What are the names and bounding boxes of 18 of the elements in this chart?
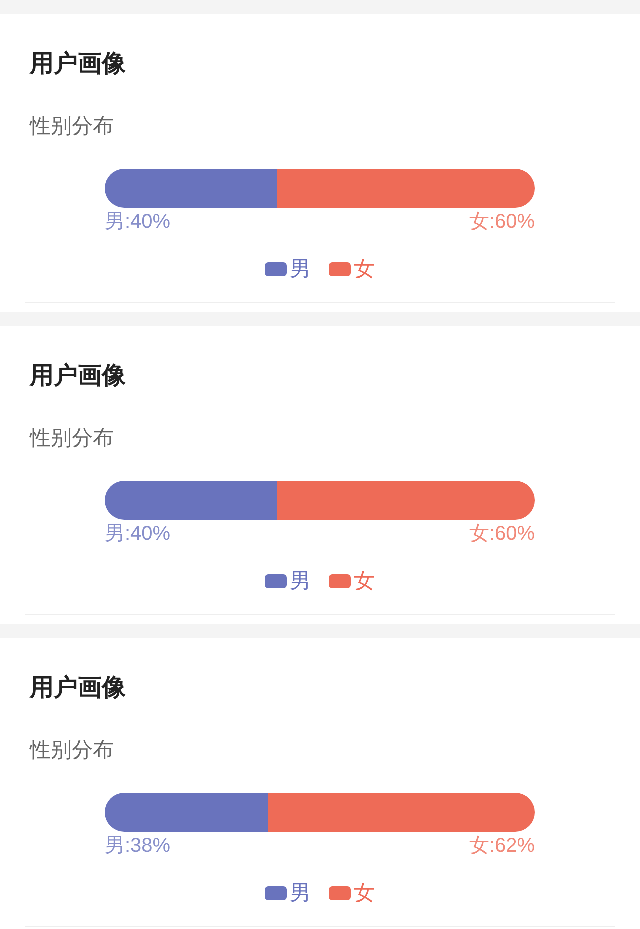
data-label: 男:40% bbox=[105, 523, 171, 545]
data-label: 男:38% bbox=[105, 835, 171, 857]
chart-subtitle: 性别分布 bbox=[29, 115, 114, 138]
data-label: 女:62% bbox=[469, 835, 536, 857]
chart-title: 用户画像 bbox=[29, 50, 127, 78]
chart-subtitle: 性别分布 bbox=[29, 427, 114, 450]
chart-subtitle: 性别分布 bbox=[29, 739, 114, 762]
legend-label: 女 bbox=[354, 570, 375, 593]
legend-label: 男 bbox=[290, 570, 311, 593]
chart-title: 用户画像 bbox=[29, 362, 127, 390]
data-label: 女:60% bbox=[469, 211, 536, 233]
chart-title: 用户画像 bbox=[29, 674, 127, 702]
legend-label: 男 bbox=[290, 258, 311, 281]
legend-label: 男 bbox=[290, 882, 311, 905]
data-label: 女:60% bbox=[469, 523, 536, 545]
legend-label: 女 bbox=[354, 882, 375, 905]
legend-label: 女 bbox=[354, 258, 375, 281]
data-label: 男:40% bbox=[105, 211, 171, 233]
